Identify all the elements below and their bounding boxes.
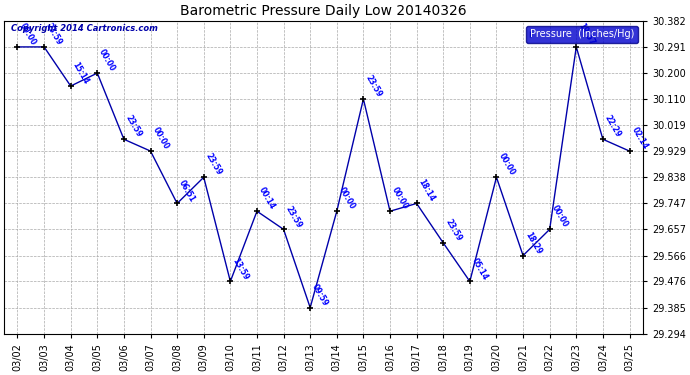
Text: 22:29: 22:29 [603, 114, 623, 139]
Text: 23:59: 23:59 [44, 22, 64, 47]
Text: 18:29: 18:29 [523, 230, 543, 255]
Text: 13:59: 13:59 [230, 256, 250, 281]
Text: 00:00: 00:00 [150, 126, 170, 151]
Text: 18:14: 18:14 [417, 178, 437, 204]
Text: 00:00: 00:00 [97, 48, 117, 73]
Text: 23:59: 23:59 [204, 152, 224, 177]
Title: Barometric Pressure Daily Low 20140326: Barometric Pressure Daily Low 20140326 [180, 4, 467, 18]
Text: 06:51: 06:51 [177, 178, 197, 204]
Text: 00:00: 00:00 [550, 204, 569, 230]
Text: 00:00: 00:00 [337, 186, 357, 211]
Text: 00:00: 00:00 [496, 152, 516, 177]
Text: 00:14: 00:14 [257, 186, 277, 211]
Text: 19:57: 19:57 [576, 21, 596, 47]
Text: 23:59: 23:59 [364, 74, 383, 99]
Text: 23:59: 23:59 [284, 204, 304, 230]
Text: 00:00: 00:00 [17, 21, 37, 47]
Text: 02:14: 02:14 [629, 126, 649, 151]
Text: 05:14: 05:14 [470, 256, 490, 281]
Text: 09:59: 09:59 [310, 282, 330, 308]
Text: 15:14: 15:14 [70, 61, 90, 86]
Text: 00:00: 00:00 [390, 186, 410, 211]
Text: Copyright 2014 Cartronics.com: Copyright 2014 Cartronics.com [10, 24, 157, 33]
Legend: Pressure  (Inches/Hg): Pressure (Inches/Hg) [526, 26, 638, 44]
Text: 23:59: 23:59 [124, 114, 144, 139]
Text: 23:59: 23:59 [443, 217, 463, 243]
